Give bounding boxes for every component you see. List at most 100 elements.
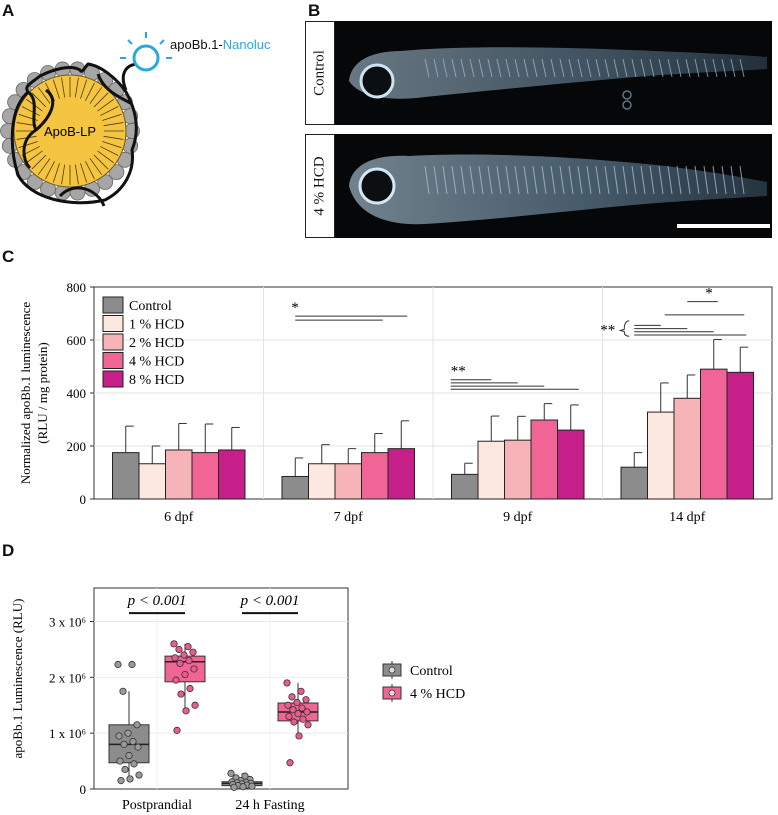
- bar: [647, 411, 675, 500]
- vertebra: [667, 58, 673, 78]
- legend-point: [388, 689, 396, 697]
- bar: [361, 452, 389, 500]
- vertebra: [514, 165, 520, 195]
- legend-swatch: [102, 352, 124, 369]
- lipid-tail: [97, 98, 114, 112]
- data-point: [190, 665, 198, 673]
- bar: [334, 463, 362, 500]
- data-point: [184, 643, 192, 651]
- vertebra: [460, 58, 466, 78]
- p-value-annotation: p < 0.001: [127, 593, 187, 609]
- vertebra: [460, 165, 466, 195]
- vertebra: [586, 165, 592, 195]
- legend-label: 1 % HCD: [129, 318, 184, 333]
- legend-label: Control: [129, 299, 172, 314]
- lipid-tail: [97, 150, 114, 164]
- lipid-tail: [61, 77, 66, 98]
- data-point: [283, 679, 291, 687]
- lipid-tail: [85, 161, 95, 180]
- vertebra: [730, 58, 736, 78]
- data-point: [227, 769, 235, 777]
- bar: [700, 368, 728, 500]
- legend-swatch: [102, 370, 124, 388]
- vertebra: [496, 58, 502, 78]
- data-point: [246, 775, 254, 784]
- bar: [281, 475, 309, 500]
- vertebra: [550, 58, 556, 78]
- data-point: [298, 704, 306, 712]
- vertebra: [694, 58, 700, 78]
- vertebra: [442, 165, 448, 195]
- data-point: [128, 660, 136, 669]
- vertebra: [685, 58, 691, 78]
- vertebra: [433, 165, 439, 195]
- vertebra: [568, 58, 574, 78]
- vertebra: [586, 58, 592, 78]
- bar: [387, 448, 415, 500]
- data-point: [294, 710, 302, 718]
- vertebra: [469, 58, 475, 78]
- lipid-tail: [74, 164, 79, 185]
- panel-b-letter: B: [308, 1, 321, 20]
- lipid-tail: [89, 87, 103, 104]
- legend-label: 4 % HCD: [129, 355, 184, 370]
- lipid-tail: [93, 92, 109, 108]
- vertebra: [532, 165, 538, 195]
- data-point: [238, 780, 246, 788]
- data-point: [126, 775, 134, 783]
- vertebra: [649, 165, 655, 195]
- legend-swatch: [102, 315, 124, 332]
- data-point: [120, 740, 128, 748]
- vertebra: [505, 58, 511, 78]
- legend-label: Control: [410, 664, 453, 679]
- data-point: [284, 701, 292, 709]
- data-point: [303, 708, 311, 716]
- data-point: [233, 779, 241, 787]
- lipid-tail: [37, 158, 51, 175]
- data-point: [241, 772, 249, 780]
- tag-suffix: Nanoluc: [223, 37, 271, 52]
- data-point: [229, 780, 237, 789]
- vertebra: [622, 165, 628, 195]
- vertebra: [532, 58, 538, 78]
- bar: [218, 449, 246, 500]
- data-point: [239, 783, 247, 791]
- data-point: [170, 640, 178, 648]
- data-point: [237, 777, 245, 785]
- legend-swatch: [382, 663, 402, 677]
- vertebra: [478, 165, 484, 195]
- y-tick-label: 800: [67, 280, 87, 295]
- vertebra: [451, 165, 457, 195]
- data-point: [248, 782, 256, 790]
- y-tick-label: 0: [80, 492, 87, 507]
- image-label-control: Control: [305, 21, 335, 125]
- vertebra: [523, 165, 529, 195]
- x-tick-label: 7 dpf: [334, 510, 364, 525]
- data-point: [176, 659, 184, 667]
- vertebra: [721, 58, 727, 78]
- lipid-tail: [52, 163, 60, 183]
- data-point: [247, 779, 255, 788]
- lipid-tail: [89, 158, 103, 175]
- data-point: [232, 774, 240, 782]
- vertebra: [469, 165, 475, 195]
- y-tick-label: 200: [67, 439, 87, 454]
- apob-protein-chain: [10, 62, 138, 207]
- bar: [726, 371, 754, 500]
- panel-a-diagram: ApoB-LP apoBb.1-Nanoluc: [0, 32, 271, 207]
- lipid-tail: [45, 161, 55, 180]
- vertebra: [667, 165, 673, 195]
- vertebra: [424, 165, 430, 195]
- vertebra: [694, 165, 700, 195]
- y-axis-label-line: Normalized apoBb.1 luminescence: [18, 302, 33, 485]
- lipid-tail: [21, 106, 40, 116]
- panel-d-letter: D: [2, 541, 15, 560]
- lipid-tail: [103, 135, 124, 140]
- lipid-tail: [31, 92, 47, 108]
- lipid-tail: [37, 87, 51, 104]
- y-tick-label: 400: [67, 386, 87, 401]
- vertebra: [577, 58, 583, 78]
- data-point: [189, 648, 197, 656]
- luminescence-rays-icon: [120, 32, 172, 59]
- vertebra: [559, 165, 565, 195]
